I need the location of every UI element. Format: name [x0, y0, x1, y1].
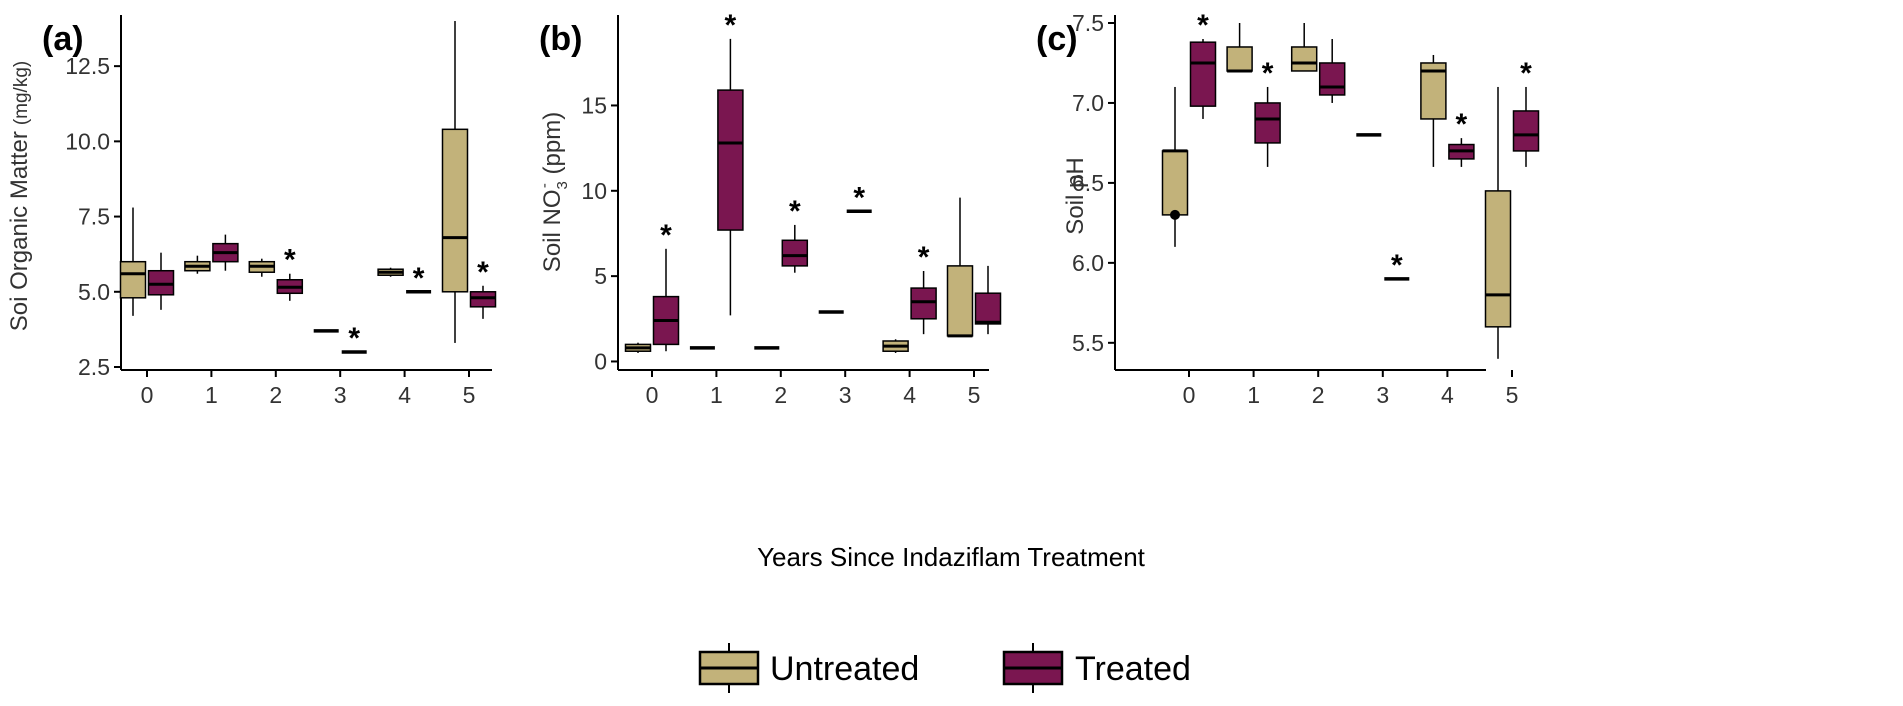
panel-c: 5.5 6.0 6.5 7.0 7.5 0 1 2 3 4 5 * * * * * (c) Soil pH [1036, 9, 1540, 408]
y-axis-title-main: Soil NO [539, 190, 566, 273]
panel-label: (b) [539, 20, 582, 58]
y-axis-title: Soi Organic Matter (mg/kg) [6, 61, 33, 331]
box [1254, 102, 1281, 144]
significance-star: * [1456, 108, 1468, 141]
significance-star: * [660, 219, 672, 252]
significance-star: * [1197, 9, 1209, 42]
x-tick-label: 1 [1247, 382, 1260, 408]
y-tick-label: 2.5 [78, 354, 110, 380]
significance-star: * [1391, 249, 1403, 282]
box [147, 269, 175, 296]
x-tick-label: 2 [774, 382, 787, 408]
significance-star: * [725, 9, 737, 42]
x-tick-label: 0 [646, 382, 659, 408]
box [119, 260, 147, 299]
y-tick-label: 7.5 [1072, 10, 1104, 36]
box [1290, 46, 1318, 72]
y-axis-title-unit: (mg/kg) [11, 61, 32, 125]
y-tick-label: 15 [581, 92, 607, 118]
y-tick-label: 5 [594, 263, 607, 289]
significance-star: * [918, 241, 930, 274]
x-axis-title: Years Since Indaziflam Treatment [757, 542, 1146, 572]
legend-label-untreated: Untreated [770, 650, 919, 688]
y-axis-title-subscript: 3 [554, 181, 571, 189]
box [781, 239, 809, 267]
x-tick-label: 0 [1183, 382, 1196, 408]
legend-label-treated: Treated [1075, 650, 1191, 688]
x-tick-label: 4 [1441, 382, 1454, 408]
panel-label: (a) [42, 20, 84, 58]
y-tick-label: 12.5 [65, 53, 110, 79]
x-tick-label: 5 [1506, 382, 1519, 408]
x-tick-label: 5 [968, 382, 981, 408]
x-tick-label: 2 [269, 382, 282, 408]
significance-star: * [413, 262, 425, 295]
x-tick-label: 0 [141, 382, 154, 408]
significance-star: * [284, 244, 296, 277]
significance-star: * [853, 181, 865, 214]
y-tick-label: 7.5 [78, 204, 110, 230]
legend-item-untreated: Untreated [698, 643, 919, 693]
x-tick-label: 5 [463, 382, 476, 408]
y-axis-title: Soil NO3- (ppm) [536, 112, 571, 272]
box [717, 89, 744, 231]
x-tick-label: 4 [398, 382, 411, 408]
box [1226, 46, 1253, 72]
significance-star: * [348, 322, 360, 355]
legend: Untreated Treated [698, 643, 1191, 693]
significance-star: * [1262, 57, 1274, 90]
x-tick-label: 3 [1376, 382, 1389, 408]
box [1512, 110, 1540, 152]
panel-a: 2.5 5.0 7.5 10.0 12.5 0 1 2 3 4 5 * * * * (a) Soi Organi… [6, 15, 497, 408]
y-tick-label: 5.5 [1072, 330, 1104, 356]
box [1484, 190, 1512, 328]
x-tick-label: 1 [205, 382, 218, 408]
y-tick-label: 6.5 [1072, 170, 1104, 196]
significance-star: * [477, 256, 489, 289]
x-tick-label: 2 [1312, 382, 1325, 408]
y-axis-title: Soil pH [1062, 157, 1089, 234]
x-tick-label: 4 [903, 382, 916, 408]
significance-star: * [1520, 57, 1532, 90]
y-tick-label: 5.0 [78, 279, 110, 305]
y-tick-label: 6.0 [1072, 250, 1104, 276]
y-axis-title-superscript: - [536, 183, 553, 188]
box [946, 265, 974, 337]
box [974, 292, 1002, 325]
y-axis-title-unit: (ppm) [539, 112, 566, 181]
box [441, 128, 469, 293]
legend-item-treated: Treated [1002, 643, 1191, 693]
panel-label: (c) [1036, 20, 1078, 58]
y-tick-label: 10.0 [65, 128, 110, 154]
outlier-point [1170, 209, 1180, 220]
x-tick-label: 3 [839, 382, 852, 408]
y-tick-label: 0 [594, 348, 607, 374]
box [1189, 41, 1217, 107]
x-tick-label: 1 [710, 382, 723, 408]
box [1161, 150, 1189, 216]
y-axis-title-main: Soi Organic Matter [6, 131, 33, 331]
y-tick-label: 10 [581, 178, 607, 204]
y-tick-label: 7.0 [1072, 90, 1104, 116]
box [1318, 62, 1346, 96]
box [910, 287, 937, 320]
x-tick-label: 3 [334, 382, 347, 408]
significance-star: * [789, 195, 801, 228]
box [469, 291, 497, 308]
